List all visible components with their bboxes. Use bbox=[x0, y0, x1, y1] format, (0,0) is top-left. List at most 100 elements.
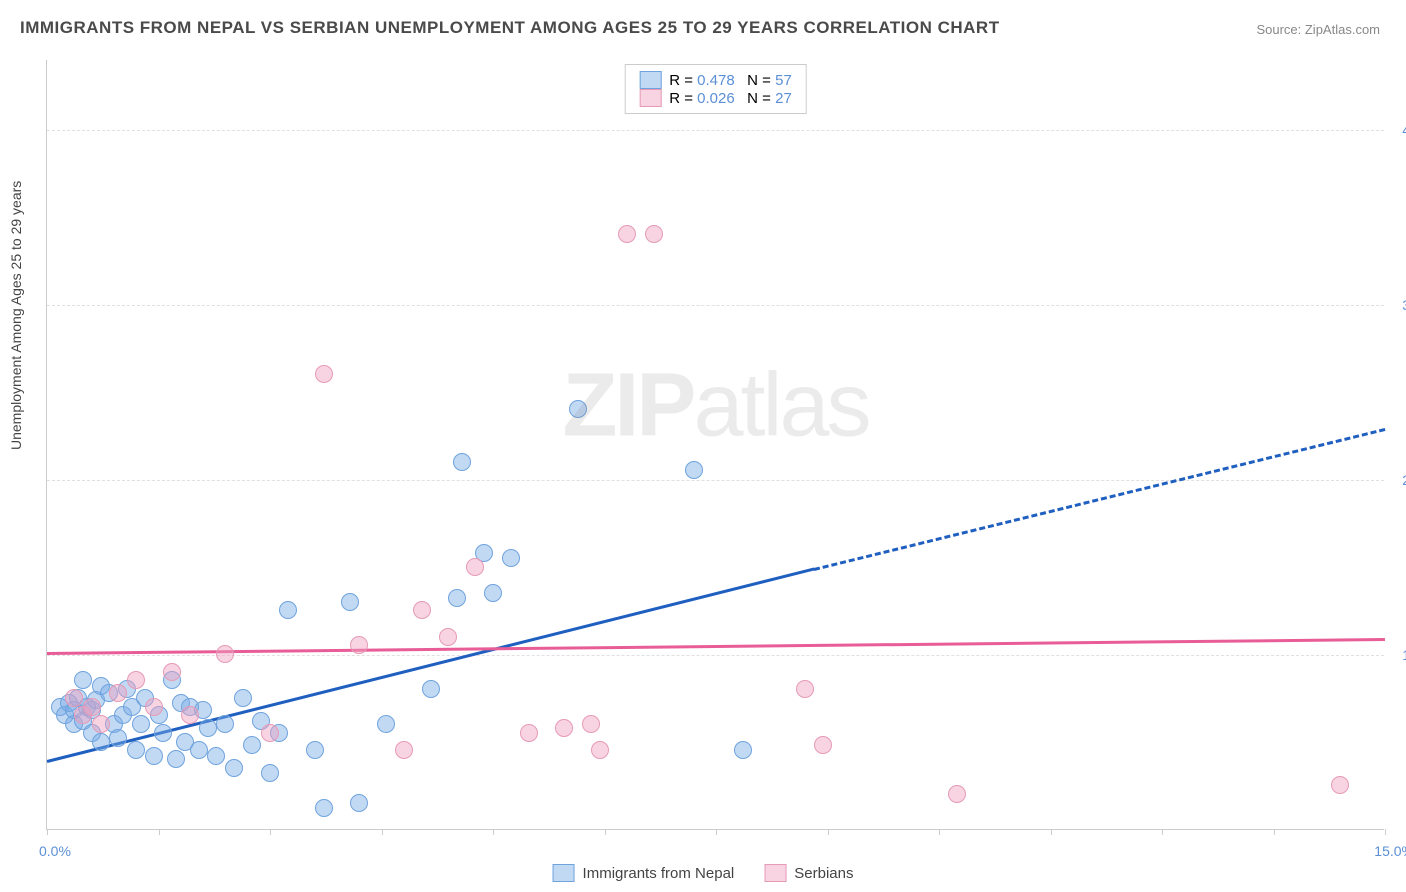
data-point bbox=[1331, 776, 1349, 794]
y-tick-label: 40.0% bbox=[1388, 122, 1406, 138]
data-point bbox=[127, 741, 145, 759]
gridline bbox=[47, 130, 1384, 131]
legend-row: R = 0.478 N = 57 bbox=[639, 71, 792, 89]
data-point bbox=[350, 794, 368, 812]
legend-stats: R = 0.026 N = 27 bbox=[669, 90, 792, 107]
data-point bbox=[216, 645, 234, 663]
data-point bbox=[582, 715, 600, 733]
data-point bbox=[154, 724, 172, 742]
data-point bbox=[83, 698, 101, 716]
data-point bbox=[279, 601, 297, 619]
data-point bbox=[207, 747, 225, 765]
data-point bbox=[466, 558, 484, 576]
data-point bbox=[225, 759, 243, 777]
data-point bbox=[422, 680, 440, 698]
gridline bbox=[47, 655, 1384, 656]
plot-area: ZIPatlas R = 0.478 N = 57R = 0.026 N = 2… bbox=[46, 60, 1384, 830]
data-point bbox=[734, 741, 752, 759]
correlation-legend: R = 0.478 N = 57R = 0.026 N = 27 bbox=[624, 64, 807, 114]
data-point bbox=[127, 671, 145, 689]
data-point bbox=[74, 671, 92, 689]
y-tick-label: 20.0% bbox=[1388, 472, 1406, 488]
x-tick bbox=[270, 829, 271, 835]
x-tick bbox=[1385, 829, 1386, 835]
data-point bbox=[199, 719, 217, 737]
legend-stats: R = 0.478 N = 57 bbox=[669, 72, 792, 89]
data-point bbox=[234, 689, 252, 707]
data-point bbox=[484, 584, 502, 602]
series-legend: Immigrants from Nepal Serbians bbox=[553, 864, 854, 882]
data-point bbox=[163, 663, 181, 681]
x-tick bbox=[605, 829, 606, 835]
data-point bbox=[216, 715, 234, 733]
data-point bbox=[618, 225, 636, 243]
legend-swatch bbox=[553, 864, 575, 882]
data-point bbox=[92, 715, 110, 733]
x-tick bbox=[1274, 829, 1275, 835]
data-point bbox=[261, 724, 279, 742]
data-point bbox=[65, 689, 83, 707]
x-tick bbox=[382, 829, 383, 835]
data-point bbox=[591, 741, 609, 759]
legend-swatch bbox=[639, 71, 661, 89]
data-point bbox=[796, 680, 814, 698]
x-tick-max: 15.0% bbox=[1374, 843, 1406, 859]
x-tick bbox=[493, 829, 494, 835]
data-point bbox=[685, 461, 703, 479]
data-point bbox=[167, 750, 185, 768]
legend-swatch bbox=[639, 89, 661, 107]
y-tick-label: 10.0% bbox=[1388, 647, 1406, 663]
data-point bbox=[243, 736, 261, 754]
data-point bbox=[555, 719, 573, 737]
watermark-rest: atlas bbox=[693, 356, 868, 456]
data-point bbox=[92, 733, 110, 751]
x-tick bbox=[716, 829, 717, 835]
data-point bbox=[395, 741, 413, 759]
series-legend-item: Serbians bbox=[764, 864, 853, 882]
data-point bbox=[145, 698, 163, 716]
data-point bbox=[413, 601, 431, 619]
x-tick-min: 0.0% bbox=[39, 843, 71, 859]
data-point bbox=[453, 453, 471, 471]
data-point bbox=[109, 684, 127, 702]
data-point bbox=[132, 715, 150, 733]
trend-line-extrapolated bbox=[814, 428, 1386, 571]
x-tick bbox=[939, 829, 940, 835]
data-point bbox=[315, 799, 333, 817]
y-tick-label: 30.0% bbox=[1388, 297, 1406, 313]
y-axis-label: Unemployment Among Ages 25 to 29 years bbox=[8, 181, 24, 450]
trend-line bbox=[47, 638, 1385, 655]
x-tick bbox=[47, 829, 48, 835]
data-point bbox=[261, 764, 279, 782]
data-point bbox=[948, 785, 966, 803]
data-point bbox=[569, 400, 587, 418]
data-point bbox=[377, 715, 395, 733]
legend-row: R = 0.026 N = 27 bbox=[639, 89, 792, 107]
data-point bbox=[350, 636, 368, 654]
chart-title: IMMIGRANTS FROM NEPAL VS SERBIAN UNEMPLO… bbox=[20, 18, 1000, 38]
data-point bbox=[181, 706, 199, 724]
data-point bbox=[645, 225, 663, 243]
x-tick bbox=[159, 829, 160, 835]
data-point bbox=[190, 741, 208, 759]
data-point bbox=[502, 549, 520, 567]
series-name: Serbians bbox=[794, 865, 853, 882]
data-point bbox=[109, 729, 127, 747]
data-point bbox=[439, 628, 457, 646]
series-legend-item: Immigrants from Nepal bbox=[553, 864, 735, 882]
data-point bbox=[520, 724, 538, 742]
data-point bbox=[814, 736, 832, 754]
data-point bbox=[306, 741, 324, 759]
watermark: ZIPatlas bbox=[562, 355, 868, 458]
legend-swatch bbox=[764, 864, 786, 882]
data-point bbox=[315, 365, 333, 383]
x-tick bbox=[1051, 829, 1052, 835]
x-tick bbox=[1162, 829, 1163, 835]
gridline bbox=[47, 305, 1384, 306]
x-tick bbox=[828, 829, 829, 835]
series-name: Immigrants from Nepal bbox=[583, 865, 735, 882]
data-point bbox=[145, 747, 163, 765]
data-point bbox=[448, 589, 466, 607]
source-attribution: Source: ZipAtlas.com bbox=[1256, 22, 1380, 37]
data-point bbox=[341, 593, 359, 611]
